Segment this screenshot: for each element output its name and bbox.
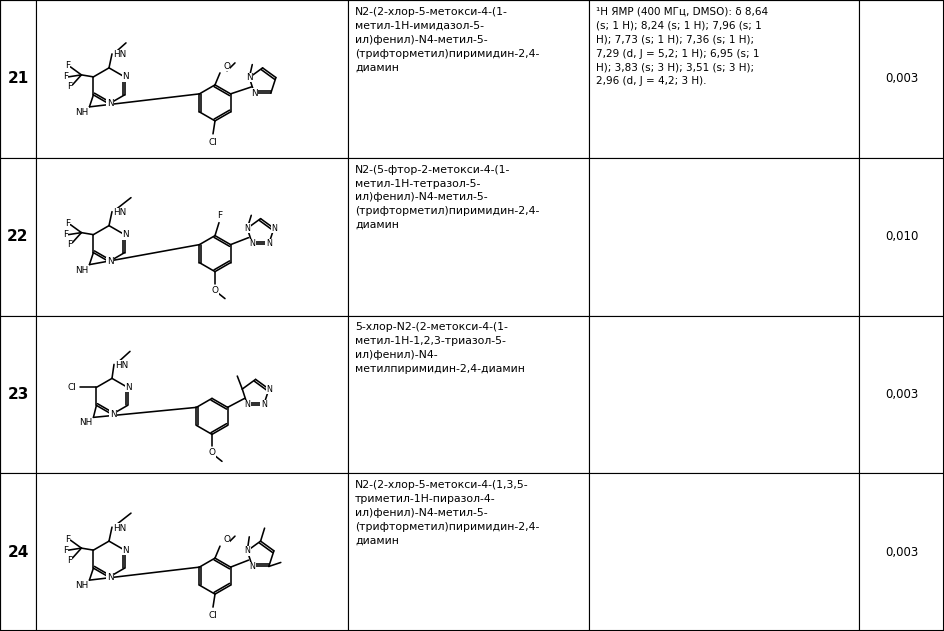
Bar <box>859 316 944 473</box>
Text: N: N <box>107 257 113 266</box>
Text: N: N <box>123 73 129 81</box>
Text: Cl: Cl <box>209 138 217 147</box>
Text: F: F <box>67 240 72 249</box>
Bar <box>859 0 944 158</box>
Bar <box>0 316 36 473</box>
Text: N: N <box>244 224 250 233</box>
Text: N: N <box>249 562 255 571</box>
Text: Cl: Cl <box>68 383 76 392</box>
Bar <box>589 0 859 158</box>
Bar <box>36 158 348 316</box>
Text: O: O <box>209 449 215 457</box>
Text: F: F <box>67 83 72 91</box>
Text: 0,010: 0,010 <box>885 230 919 243</box>
Text: N: N <box>246 73 253 82</box>
Text: N: N <box>266 239 272 249</box>
Text: NH: NH <box>76 108 89 117</box>
Text: F: F <box>65 61 70 71</box>
Text: 21: 21 <box>8 71 28 86</box>
Text: N: N <box>107 572 113 582</box>
Bar <box>348 0 589 158</box>
Bar <box>589 316 859 473</box>
Bar <box>589 158 859 316</box>
Text: F: F <box>63 230 68 239</box>
Bar <box>348 316 589 473</box>
Text: N: N <box>244 400 250 409</box>
Bar <box>348 473 589 631</box>
Text: 0,003: 0,003 <box>885 73 919 85</box>
Text: 5-хлор-N2-(2-метокси-4-(1-
метил-1Н-1,2,3-триазол-5-
ил)фенил)-N4-
метилпиримиди: 5-хлор-N2-(2-метокси-4-(1- метил-1Н-1,2,… <box>355 322 525 374</box>
Text: Cl: Cl <box>209 611 217 620</box>
Bar <box>859 158 944 316</box>
Bar <box>36 473 348 631</box>
Bar <box>0 0 36 158</box>
Text: F: F <box>65 219 70 228</box>
Text: NH: NH <box>79 418 93 427</box>
Text: N: N <box>123 546 129 555</box>
Text: N: N <box>123 230 129 239</box>
Text: N: N <box>126 383 132 392</box>
Text: HN: HN <box>113 208 126 217</box>
Text: HN: HN <box>113 524 126 533</box>
Text: N: N <box>261 400 267 409</box>
Bar <box>36 316 348 473</box>
Bar <box>589 473 859 631</box>
Text: F: F <box>217 211 223 220</box>
Text: 0,003: 0,003 <box>885 546 919 558</box>
Text: N: N <box>251 89 258 98</box>
Text: NH: NH <box>76 581 89 590</box>
Text: N2-(2-хлор-5-метокси-4-(1,3,5-
триметил-1Н-пиразол-4-
ил)фенил)-N4-метил-5-
(три: N2-(2-хлор-5-метокси-4-(1,3,5- триметил-… <box>355 480 539 546</box>
Text: HN: HN <box>113 50 126 59</box>
Text: N: N <box>110 410 116 419</box>
Text: F: F <box>63 546 68 555</box>
Text: N: N <box>266 384 272 394</box>
Bar <box>0 158 36 316</box>
Text: ¹Н ЯМР (400 МГц, DMSO): δ 8,64
(s; 1 H); 8,24 (s; 1 H); 7,96 (s; 1
H); 7,73 (s; : ¹Н ЯМР (400 МГц, DMSO): δ 8,64 (s; 1 H);… <box>596 7 768 86</box>
Text: O: O <box>223 62 230 71</box>
Text: N: N <box>271 224 277 233</box>
Text: 24: 24 <box>8 545 28 560</box>
Text: 0,003: 0,003 <box>885 388 919 401</box>
Text: N2-(5-фтор-2-метокси-4-(1-
метил-1Н-тетразол-5-
ил)фенил)-N4-метил-5-
(трифторме: N2-(5-фтор-2-метокси-4-(1- метил-1Н-тетр… <box>355 165 539 230</box>
Bar <box>348 158 589 316</box>
Text: O: O <box>211 286 218 295</box>
Text: N: N <box>244 546 250 555</box>
Text: N: N <box>249 239 255 249</box>
Text: N: N <box>107 99 113 109</box>
Bar <box>0 473 36 631</box>
Text: 23: 23 <box>8 387 28 402</box>
Text: N2-(2-хлор-5-метокси-4-(1-
метил-1Н-имидазол-5-
ил)фенил)-N4-метил-5-
(трифторме: N2-(2-хлор-5-метокси-4-(1- метил-1Н-имид… <box>355 7 539 73</box>
Text: F: F <box>63 73 68 81</box>
Text: NH: NH <box>76 266 89 274</box>
Text: HN: HN <box>115 361 128 370</box>
Bar <box>859 473 944 631</box>
Text: F: F <box>65 534 70 544</box>
Bar <box>36 0 348 158</box>
Text: 22: 22 <box>8 229 28 244</box>
Text: F: F <box>67 556 72 565</box>
Text: O: O <box>223 535 230 544</box>
